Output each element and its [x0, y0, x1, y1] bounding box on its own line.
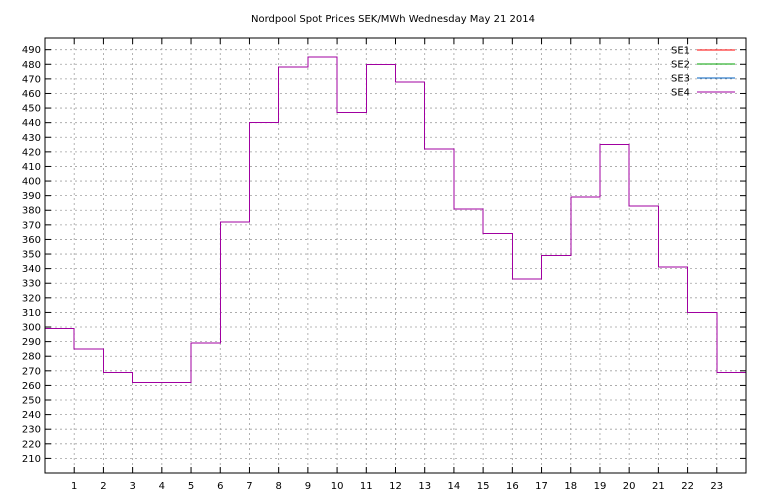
y-tick-label: 230 [22, 425, 41, 436]
x-tick-label: 9 [305, 481, 311, 492]
y-tick-label: 380 [22, 206, 41, 217]
y-tick-label: 470 [22, 74, 41, 85]
y-tick-label: 280 [22, 352, 41, 363]
y-tick-label: 400 [22, 177, 41, 188]
x-tick-label: 3 [129, 481, 135, 492]
legend-label: SE1 [671, 46, 690, 57]
y-tick-label: 410 [22, 162, 41, 173]
y-tick-label: 350 [22, 250, 41, 261]
x-tick-label: 13 [418, 481, 431, 492]
y-tick-label: 290 [22, 337, 41, 348]
x-tick-label: 14 [448, 481, 461, 492]
x-tick-label: 17 [535, 481, 548, 492]
y-tick-label: 220 [22, 439, 41, 450]
y-tick-label: 340 [22, 264, 41, 275]
y-tick-label: 460 [22, 89, 41, 100]
x-tick-label: 6 [217, 481, 223, 492]
y-tick-label: 310 [22, 308, 41, 319]
y-tick-label: 260 [22, 381, 41, 392]
x-tick-label: 10 [331, 481, 344, 492]
x-tick-label: 7 [246, 481, 252, 492]
legend-label: SE3 [671, 74, 690, 85]
y-tick-label: 440 [22, 118, 41, 129]
x-tick-label: 4 [159, 481, 165, 492]
x-tick-label: 18 [564, 481, 577, 492]
y-tick-label: 320 [22, 293, 41, 304]
y-tick-label: 360 [22, 235, 41, 246]
y-tick-label: 420 [22, 147, 41, 158]
x-tick-label: 16 [506, 481, 519, 492]
y-tick-label: 300 [22, 323, 41, 334]
series-line-se4 [45, 56, 746, 383]
x-tick-label: 19 [594, 481, 607, 492]
y-tick-label: 240 [22, 410, 41, 421]
y-tick-label: 450 [22, 104, 41, 115]
y-tick-label: 430 [22, 133, 41, 144]
legend-label: SE4 [671, 88, 690, 99]
y-axis: 210 220 230 240 250 260 270 280 290 300 310 320 330 3… [22, 45, 746, 465]
y-tick-label: 270 [22, 366, 41, 377]
x-tick-label: 1 [71, 481, 77, 492]
x-tick-label: 2 [100, 481, 106, 492]
x-tick-label: 22 [681, 481, 694, 492]
series-layer [45, 56, 746, 383]
x-tick-label: 23 [710, 481, 723, 492]
x-tick-label: 12 [389, 481, 402, 492]
y-tick-label: 250 [22, 396, 41, 407]
x-axis: 1 2 3 4 5 6 7 8 9 10 11 12 13 14 15 16 17 18 19 20 21 22 23 [71, 38, 723, 492]
x-tick-label: 21 [652, 481, 665, 492]
y-tick-label: 210 [22, 454, 41, 465]
grid-lines [45, 38, 746, 473]
y-tick-label: 490 [22, 45, 41, 56]
x-tick-label: 5 [188, 481, 194, 492]
x-tick-label: 8 [275, 481, 281, 492]
legend-label: SE2 [671, 60, 690, 71]
chart-title: Nordpool Spot Prices SEK/MWh Wednesday M… [251, 14, 535, 25]
y-tick-label: 480 [22, 60, 41, 71]
legend: SE1 SE2 SE3 SE4 [671, 46, 735, 99]
y-tick-label: 390 [22, 191, 41, 202]
x-tick-label: 20 [623, 481, 636, 492]
x-tick-label: 11 [360, 481, 373, 492]
y-tick-label: 370 [22, 220, 41, 231]
y-tick-label: 330 [22, 279, 41, 290]
x-tick-label: 15 [477, 481, 490, 492]
